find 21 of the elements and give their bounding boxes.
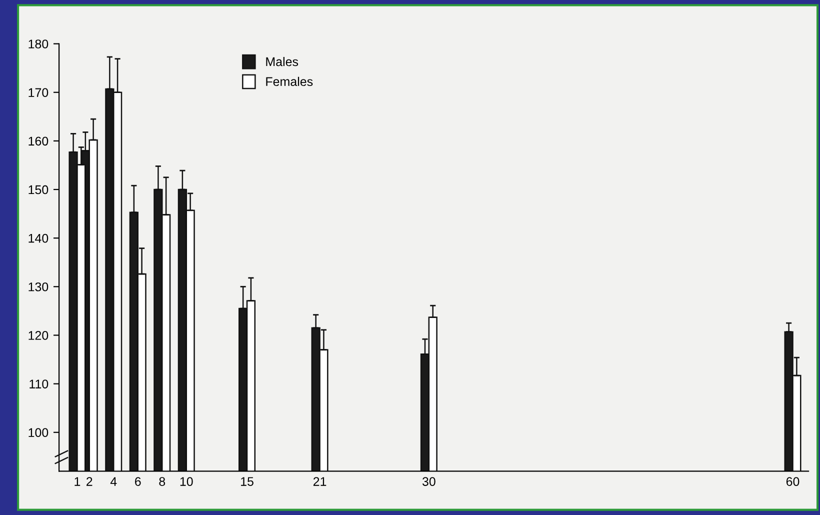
x-tick-label: 4 xyxy=(110,477,117,486)
y-tick-label: 100 xyxy=(28,428,48,438)
y-tick-label: 140 xyxy=(28,234,48,243)
y-tick-label: 160 xyxy=(28,136,48,146)
x-tick-label: 15 xyxy=(241,477,254,486)
y-tick-label: 110 xyxy=(30,380,48,388)
x-tick-label: 30 xyxy=(422,477,436,486)
y-tick-label: 120 xyxy=(28,331,48,340)
legend-label: Females xyxy=(266,76,313,86)
y-tick-label: 180 xyxy=(28,40,48,48)
x-tick-label: 2 xyxy=(86,477,92,486)
legend-label: Males xyxy=(266,56,298,66)
x-tick-label: 10 xyxy=(180,477,193,486)
y-tick-label: 150 xyxy=(28,185,48,194)
x-tick-label: 1 xyxy=(74,477,80,486)
x-tick-label: 21 xyxy=(313,477,326,486)
x-tick-label: 8 xyxy=(159,477,166,486)
x-tick-label: 6 xyxy=(135,477,141,486)
x-tick-label: 60 xyxy=(786,477,800,486)
y-tick-label: 130 xyxy=(28,282,48,292)
y-tick-label: 170 xyxy=(28,88,48,97)
